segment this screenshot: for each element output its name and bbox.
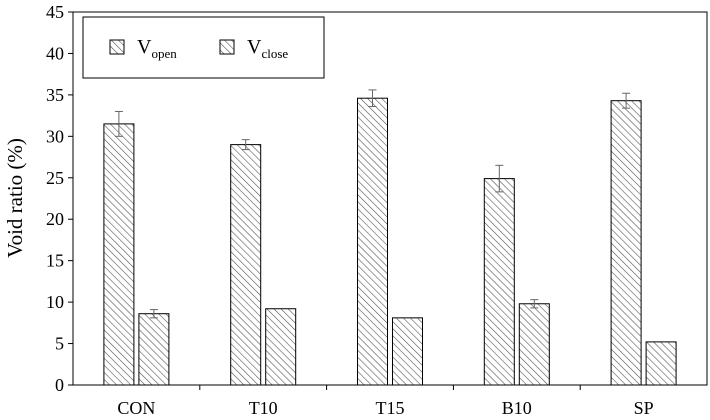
bar-v-close xyxy=(645,341,677,386)
bar-v-open xyxy=(357,97,388,386)
bars xyxy=(103,97,677,386)
x-category-label: CON xyxy=(117,398,155,418)
legend-label-open-sub: open xyxy=(151,46,177,61)
bar-v-open xyxy=(103,123,135,386)
bar-v-open xyxy=(483,178,515,386)
legend-label-open: Vopen xyxy=(137,36,177,61)
y-axis-label: Void ratio (%) xyxy=(3,138,27,258)
y-tick-label: 40 xyxy=(46,43,64,63)
x-category-label: T10 xyxy=(249,398,278,418)
y-axis: 0 5 10 15 20 25 30 35 40 45 xyxy=(46,2,73,395)
bar-v-close xyxy=(138,313,170,386)
y-tick-label: 5 xyxy=(55,334,64,354)
legend-label-open-main: V xyxy=(137,36,152,58)
bar-v-open xyxy=(610,100,642,386)
x-category-label: T15 xyxy=(376,398,405,418)
bar-v-close xyxy=(265,308,297,386)
y-tick-label: 35 xyxy=(46,85,64,105)
legend-label-close: Vclose xyxy=(247,36,288,61)
x-axis: CON T10 T15 B10 SP xyxy=(117,385,654,418)
error-bars xyxy=(114,89,631,319)
y-tick-label: 25 xyxy=(46,168,64,188)
y-tick-label: 30 xyxy=(46,126,64,146)
y-tick-label: 45 xyxy=(46,2,64,22)
y-tick-label: 15 xyxy=(46,251,64,271)
y-tick-label: 0 xyxy=(55,375,64,395)
plot-frame xyxy=(72,11,708,386)
bar-v-close xyxy=(518,303,550,386)
legend-swatch-open xyxy=(109,39,125,55)
x-category-label: SP xyxy=(634,398,654,418)
plot-area-border xyxy=(72,11,708,386)
legend-swatch-close xyxy=(219,39,235,55)
legend-label-close-main: V xyxy=(247,36,262,58)
legend-label-close-sub: close xyxy=(261,46,288,61)
bar-v-open xyxy=(230,144,262,386)
y-tick-label: 10 xyxy=(46,292,64,312)
y-tick-label: 20 xyxy=(46,209,64,229)
bar-v-close xyxy=(392,317,423,386)
x-category-label: B10 xyxy=(502,398,532,418)
legend: Vopen Vclose xyxy=(82,16,325,79)
